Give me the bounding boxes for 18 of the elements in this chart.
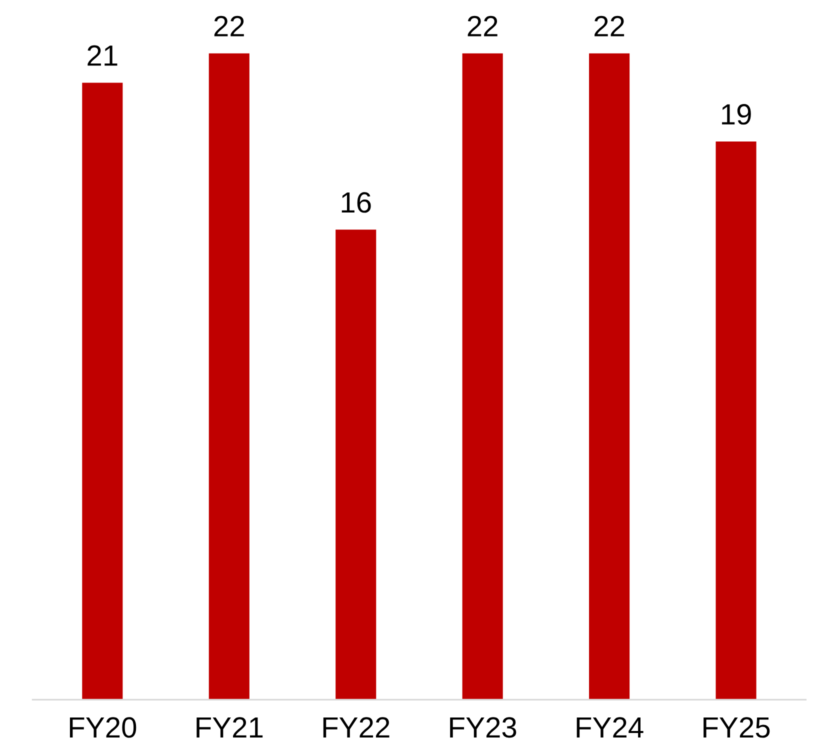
data-label: 22: [214, 16, 244, 36]
x-tick-label: FY25: [704, 717, 770, 738]
data-label: 19: [722, 104, 751, 125]
bar: [716, 142, 756, 700]
data-label: 22: [594, 16, 624, 36]
x-tick-label: FY21: [196, 717, 263, 738]
bar: [336, 230, 376, 700]
x-tick-label: FY22: [323, 717, 390, 738]
data-label: 21: [88, 45, 118, 66]
x-tick-label: FY24: [576, 717, 644, 738]
x-tick-label: FY20: [70, 717, 136, 738]
x-tick-label: FY23: [450, 717, 516, 738]
data-label: 16: [342, 192, 371, 213]
bar: [208, 53, 250, 700]
bar: [462, 53, 503, 700]
bar: [82, 82, 123, 700]
bar: [589, 53, 630, 700]
data-label: 22: [468, 16, 498, 36]
